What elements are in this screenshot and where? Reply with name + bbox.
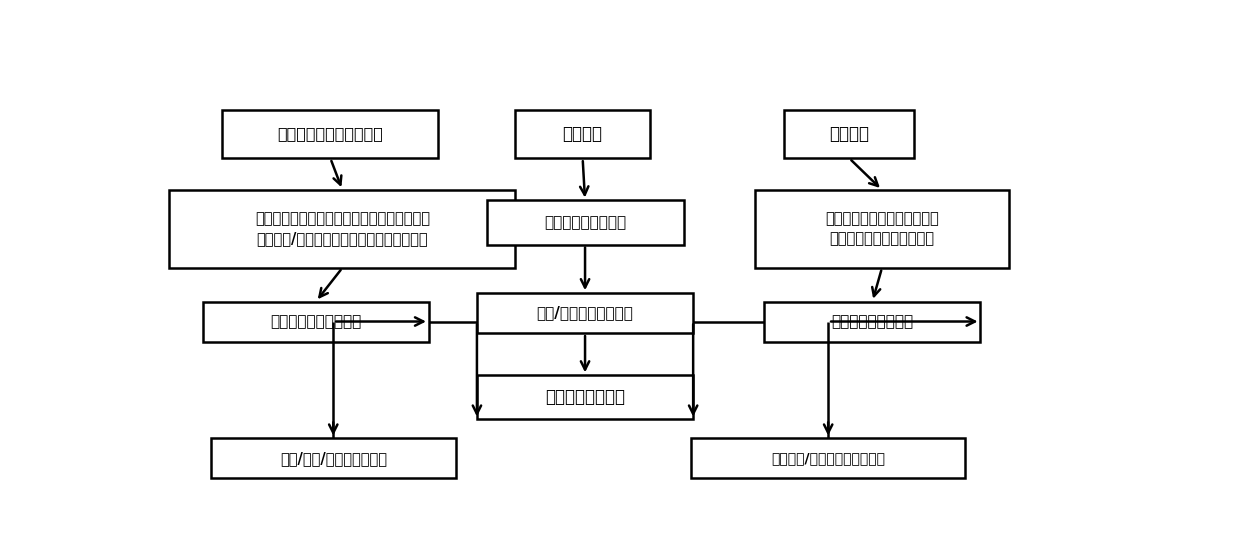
FancyBboxPatch shape — [211, 438, 456, 479]
FancyBboxPatch shape — [691, 438, 965, 479]
FancyBboxPatch shape — [764, 301, 981, 341]
Text: 空调/热泵/散热器开关函数: 空调/热泵/散热器开关函数 — [280, 451, 387, 466]
Text: 第三远程集中控制器: 第三远程集中控制器 — [831, 314, 914, 329]
Text: 电力系统: 电力系统 — [563, 125, 603, 143]
Text: 第一/二远程集中控制器: 第一/二远程集中控制器 — [537, 306, 634, 321]
FancyBboxPatch shape — [486, 200, 683, 245]
FancyBboxPatch shape — [755, 190, 1009, 268]
FancyBboxPatch shape — [170, 190, 516, 268]
FancyBboxPatch shape — [222, 110, 439, 158]
Text: 用户热负荷均一性分布: 用户热负荷均一性分布 — [270, 314, 362, 329]
Text: 综合调度控制装置: 综合调度控制装置 — [546, 388, 625, 406]
Text: 终端热负荷测量分析系统: 终端热负荷测量分析系统 — [278, 126, 383, 142]
Text: 用户热水消耗量、数量、种类、空间位置、室
内温度上/下限值、室外温度、负载开关次数: 用户热水消耗量、数量、种类、空间位置、室 内温度上/下限值、室外温度、负载开关次… — [255, 212, 430, 246]
Text: 热力系统: 热力系统 — [830, 125, 869, 143]
Text: 热水罐进/出水电磁阀开关函数: 热水罐进/出水电磁阀开关函数 — [771, 451, 885, 465]
FancyBboxPatch shape — [203, 301, 429, 341]
FancyBboxPatch shape — [785, 110, 914, 158]
FancyBboxPatch shape — [477, 293, 693, 333]
Text: 风电、热电机组出力: 风电、热电机组出力 — [544, 215, 626, 230]
Text: 热水流速（管道距离）、非采
暖耗电量、用户热惯性时间: 热水流速（管道距离）、非采 暖耗电量、用户热惯性时间 — [825, 212, 939, 246]
FancyBboxPatch shape — [477, 375, 693, 420]
FancyBboxPatch shape — [516, 110, 650, 158]
